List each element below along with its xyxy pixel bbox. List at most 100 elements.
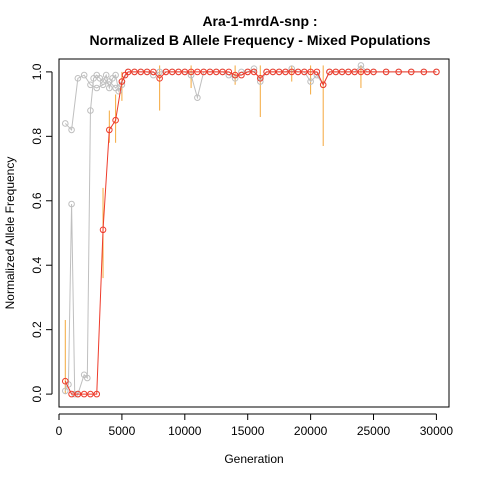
data-point xyxy=(301,68,308,76)
y-tick-label: 1.0 xyxy=(30,63,44,80)
data-point xyxy=(150,68,157,76)
data-point xyxy=(80,71,88,79)
data-point xyxy=(345,68,352,76)
data-point xyxy=(61,377,69,385)
x-tick-label: 10000 xyxy=(168,424,202,438)
data-point xyxy=(338,68,346,76)
data-point xyxy=(407,68,415,76)
x-axis: 0 5000 10000 15000 20000 25000 30000 xyxy=(56,413,454,438)
data-point xyxy=(319,81,327,89)
data-point xyxy=(307,68,314,76)
data-point xyxy=(382,68,390,76)
y-tick-label: 0.2 xyxy=(30,321,44,338)
data-point xyxy=(156,75,163,82)
series-2 xyxy=(61,68,440,398)
series-layer xyxy=(61,62,440,398)
series-line xyxy=(64,73,123,395)
data-point xyxy=(420,68,428,76)
data-point xyxy=(124,68,132,76)
y-tick-label: 0.8 xyxy=(30,128,44,145)
data-point xyxy=(115,87,123,95)
data-point xyxy=(194,94,201,101)
data-point xyxy=(269,68,277,76)
y-axis: 0.0 0.2 0.4 0.6 0.8 1.0 xyxy=(30,63,53,402)
data-point xyxy=(175,68,182,76)
data-point xyxy=(282,68,289,76)
data-point xyxy=(433,68,440,76)
data-point xyxy=(263,68,270,76)
y-axis-label: Normalized Allele Frequency xyxy=(3,157,17,310)
x-tick-label: 25000 xyxy=(357,424,391,438)
series-1 xyxy=(61,71,126,398)
data-point xyxy=(99,78,107,85)
x-tick-label: 5000 xyxy=(109,424,136,438)
chart-title-line1: Ara-1-mrdA-snp : xyxy=(202,13,317,29)
data-point xyxy=(206,68,214,76)
data-point xyxy=(194,68,201,76)
data-point xyxy=(68,390,75,398)
data-point xyxy=(238,71,245,79)
data-point xyxy=(250,68,258,76)
data-point xyxy=(187,68,195,76)
data-point xyxy=(357,62,365,69)
data-point xyxy=(106,126,113,134)
x-tick-label: 20000 xyxy=(294,424,328,438)
data-point xyxy=(61,387,69,395)
x-tick-label: 30000 xyxy=(420,424,454,438)
data-point xyxy=(87,107,94,114)
x-tick-label: 15000 xyxy=(231,424,265,438)
data-point xyxy=(143,68,151,76)
data-point xyxy=(212,68,220,76)
data-point xyxy=(313,68,321,76)
data-point xyxy=(87,390,94,398)
data-point xyxy=(370,68,377,76)
data-point xyxy=(181,68,189,76)
series-line xyxy=(64,71,437,395)
data-point xyxy=(256,75,264,82)
data-point xyxy=(112,116,119,124)
data-point xyxy=(294,68,302,76)
data-point xyxy=(106,84,113,92)
y-tick-label: 0.4 xyxy=(30,257,44,274)
data-point xyxy=(156,68,163,76)
data-point xyxy=(80,390,88,398)
data-point xyxy=(351,68,358,76)
error-bars xyxy=(64,65,362,395)
data-point xyxy=(326,68,333,76)
data-point xyxy=(93,390,101,398)
data-point xyxy=(363,68,371,76)
plot-frame xyxy=(58,58,450,408)
data-point xyxy=(99,226,107,234)
data-point xyxy=(288,68,296,76)
data-point xyxy=(68,200,75,208)
data-point xyxy=(275,68,283,76)
data-point xyxy=(137,68,145,76)
x-axis-label: Generation xyxy=(224,452,283,466)
data-point xyxy=(219,68,226,76)
data-point xyxy=(307,78,314,85)
data-point xyxy=(112,71,119,79)
data-point xyxy=(102,71,110,79)
data-point xyxy=(68,126,75,134)
y-tick-label: 0.6 xyxy=(30,192,44,209)
data-point xyxy=(118,78,126,85)
data-point xyxy=(357,68,365,76)
data-point xyxy=(200,68,207,76)
data-point xyxy=(225,68,233,76)
data-point xyxy=(332,68,340,76)
data-point xyxy=(162,68,170,76)
data-point xyxy=(74,390,82,398)
data-point xyxy=(231,71,239,79)
series-line xyxy=(64,64,437,131)
data-point xyxy=(395,68,402,76)
x-tick-label: 0 xyxy=(56,424,63,438)
data-point xyxy=(74,75,82,82)
data-point xyxy=(93,84,101,92)
chart-title-line2: Normalized B Allele Frequency - Mixed Po… xyxy=(90,32,431,48)
y-tick-label: 0.0 xyxy=(30,385,44,402)
data-point xyxy=(84,374,91,382)
data-point xyxy=(244,68,252,76)
data-point xyxy=(131,68,138,76)
data-point xyxy=(168,68,176,76)
